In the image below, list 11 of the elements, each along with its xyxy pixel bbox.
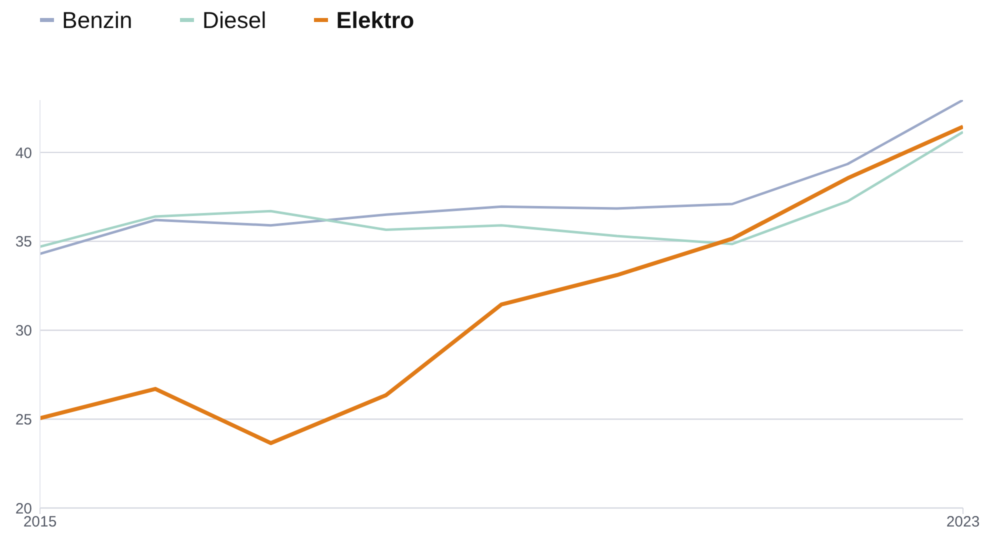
legend-label: Elektro	[335, 6, 414, 34]
legend-label: Benzin	[61, 6, 132, 34]
legend-label: Diesel	[201, 6, 266, 34]
y-tick-label: 35	[15, 234, 32, 251]
line-series	[40, 124, 963, 446]
line-series	[40, 100, 963, 256]
line-series	[40, 130, 963, 248]
y-tick-label: 40	[15, 144, 32, 162]
y-tick-label: 25	[15, 411, 32, 428]
x-tick-label: 2023	[946, 514, 980, 531]
y-tick-label: 30	[15, 322, 32, 340]
